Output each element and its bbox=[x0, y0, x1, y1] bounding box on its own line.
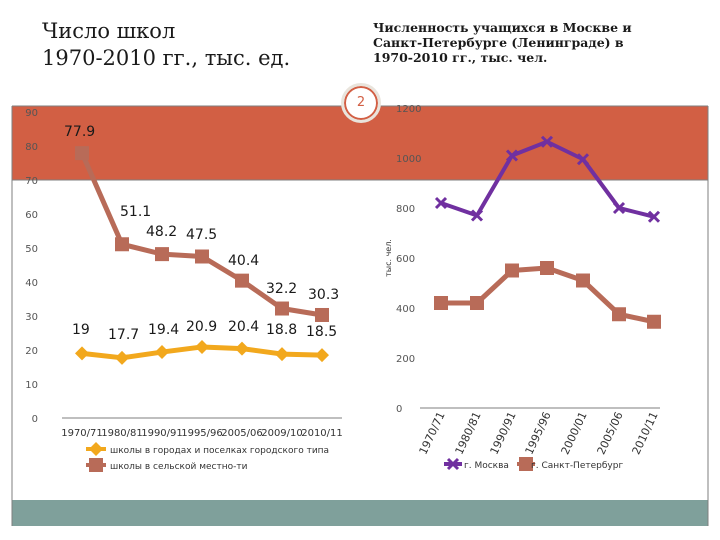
x-tick-label: 2009/10 bbox=[261, 428, 303, 439]
data-label: 20.4 bbox=[228, 319, 259, 335]
y-tick-label: 1200 bbox=[396, 104, 421, 115]
x-tick-label: 1990/91 bbox=[488, 410, 519, 457]
data-label: 40.4 bbox=[228, 253, 259, 269]
data-label: 51.1 bbox=[120, 204, 151, 220]
y-tick-label: 200 bbox=[396, 354, 415, 365]
y-tick-label: 400 bbox=[396, 304, 415, 315]
data-label: 18.5 bbox=[306, 324, 337, 340]
legend-marker bbox=[519, 457, 533, 471]
y-tick-label: 90 bbox=[25, 108, 38, 119]
x-tick-label: 1995/96 bbox=[181, 428, 223, 439]
data-point bbox=[505, 263, 519, 278]
data-label: 17.7 bbox=[108, 327, 139, 343]
y-tick-label: 80 bbox=[25, 142, 38, 153]
y-tick-label: 40 bbox=[25, 278, 38, 289]
legend-marker bbox=[89, 442, 103, 456]
legend-label: г. Санкт-Петербург bbox=[531, 461, 623, 471]
y-tick-label: 60 bbox=[25, 210, 38, 221]
page-number-badge: 2 bbox=[341, 83, 381, 123]
data-point bbox=[275, 347, 289, 362]
x-tick-label: 1970/71 bbox=[417, 410, 448, 457]
data-point bbox=[470, 209, 484, 222]
data-label: 47.5 bbox=[186, 227, 217, 243]
y-tick-label: 0 bbox=[32, 414, 38, 425]
right-chart-title: Численность учащихся в Москве и Санкт-Пе… bbox=[373, 20, 632, 65]
y-tick-label: 30 bbox=[25, 312, 38, 323]
y-tick-label: 50 bbox=[25, 244, 38, 255]
data-point bbox=[195, 249, 209, 264]
x-tick-label: 2010/11 bbox=[630, 410, 661, 457]
data-point bbox=[647, 314, 661, 329]
data-label: 18.8 bbox=[266, 322, 297, 338]
data-point bbox=[434, 196, 448, 210]
data-point bbox=[576, 273, 590, 288]
y-tick-label: 800 bbox=[396, 204, 415, 215]
data-point bbox=[540, 135, 554, 148]
data-point bbox=[115, 237, 129, 252]
legend-label: школы в городах и поселках городского ти… bbox=[110, 446, 329, 456]
data-point bbox=[155, 345, 169, 360]
data-label: 77.9 bbox=[64, 124, 95, 140]
data-point bbox=[434, 296, 448, 310]
x-tick-label: 1990/91 bbox=[141, 428, 183, 439]
footer-band bbox=[12, 500, 708, 526]
data-point bbox=[155, 247, 169, 262]
y-tick-label: 600 bbox=[396, 254, 415, 265]
y-tick-label: 10 bbox=[25, 380, 38, 391]
data-point bbox=[315, 307, 329, 322]
legend-label: г. Москва bbox=[464, 461, 509, 471]
data-point bbox=[470, 296, 484, 310]
y-tick-label: 20 bbox=[25, 346, 38, 357]
left-chart-title: Число школ 1970-2010 гг., тыс. ед. bbox=[42, 19, 291, 70]
data-label: 30.3 bbox=[308, 287, 339, 303]
data-point bbox=[275, 301, 289, 316]
data-point bbox=[505, 149, 519, 162]
y-tick-label: 1000 bbox=[396, 154, 421, 165]
x-tick-label: 1995/96 bbox=[523, 410, 554, 457]
x-tick-label: 2000/01 bbox=[559, 410, 590, 457]
students-chart: 0 200 400 600 800 1000 1200 тыс. чел. 1970/71 198… bbox=[384, 104, 661, 471]
data-point bbox=[540, 261, 554, 275]
data-point bbox=[235, 341, 249, 356]
data-label: 32.2 bbox=[266, 281, 297, 297]
data-label: 19.4 bbox=[148, 322, 179, 338]
y-tick-label: 70 bbox=[25, 176, 38, 187]
data-label: 19 bbox=[72, 322, 90, 338]
data-point bbox=[75, 146, 89, 161]
x-tick-label: 2005/06 bbox=[595, 410, 626, 457]
data-point bbox=[576, 153, 590, 166]
data-label: 20.9 bbox=[186, 319, 217, 335]
data-point bbox=[612, 201, 626, 215]
x-tick-label: 2005/06 bbox=[221, 428, 263, 439]
x-tick-label: 1970/71 bbox=[61, 428, 103, 439]
data-point bbox=[647, 210, 661, 223]
legend-marker bbox=[89, 458, 103, 472]
y-axis-label: тыс. чел. bbox=[384, 239, 393, 277]
x-tick-label: 1980/81 bbox=[453, 410, 484, 457]
data-point bbox=[612, 307, 626, 322]
data-point bbox=[195, 339, 209, 354]
data-point bbox=[315, 348, 329, 363]
data-point bbox=[235, 273, 249, 288]
x-tick-label: 2010/11 bbox=[301, 428, 343, 439]
data-point bbox=[75, 346, 89, 361]
legend-label: школы в сельской местно-ти bbox=[110, 462, 248, 472]
y-tick-label: 0 bbox=[396, 404, 402, 415]
x-tick-label: 1980/81 bbox=[101, 428, 143, 439]
schools-chart: 0 10 20 30 40 50 60 70 80 90 1970/711980/811990/91… bbox=[25, 108, 343, 472]
data-point bbox=[115, 350, 129, 365]
legend-marker bbox=[446, 457, 460, 471]
data-label: 48.2 bbox=[146, 224, 177, 240]
